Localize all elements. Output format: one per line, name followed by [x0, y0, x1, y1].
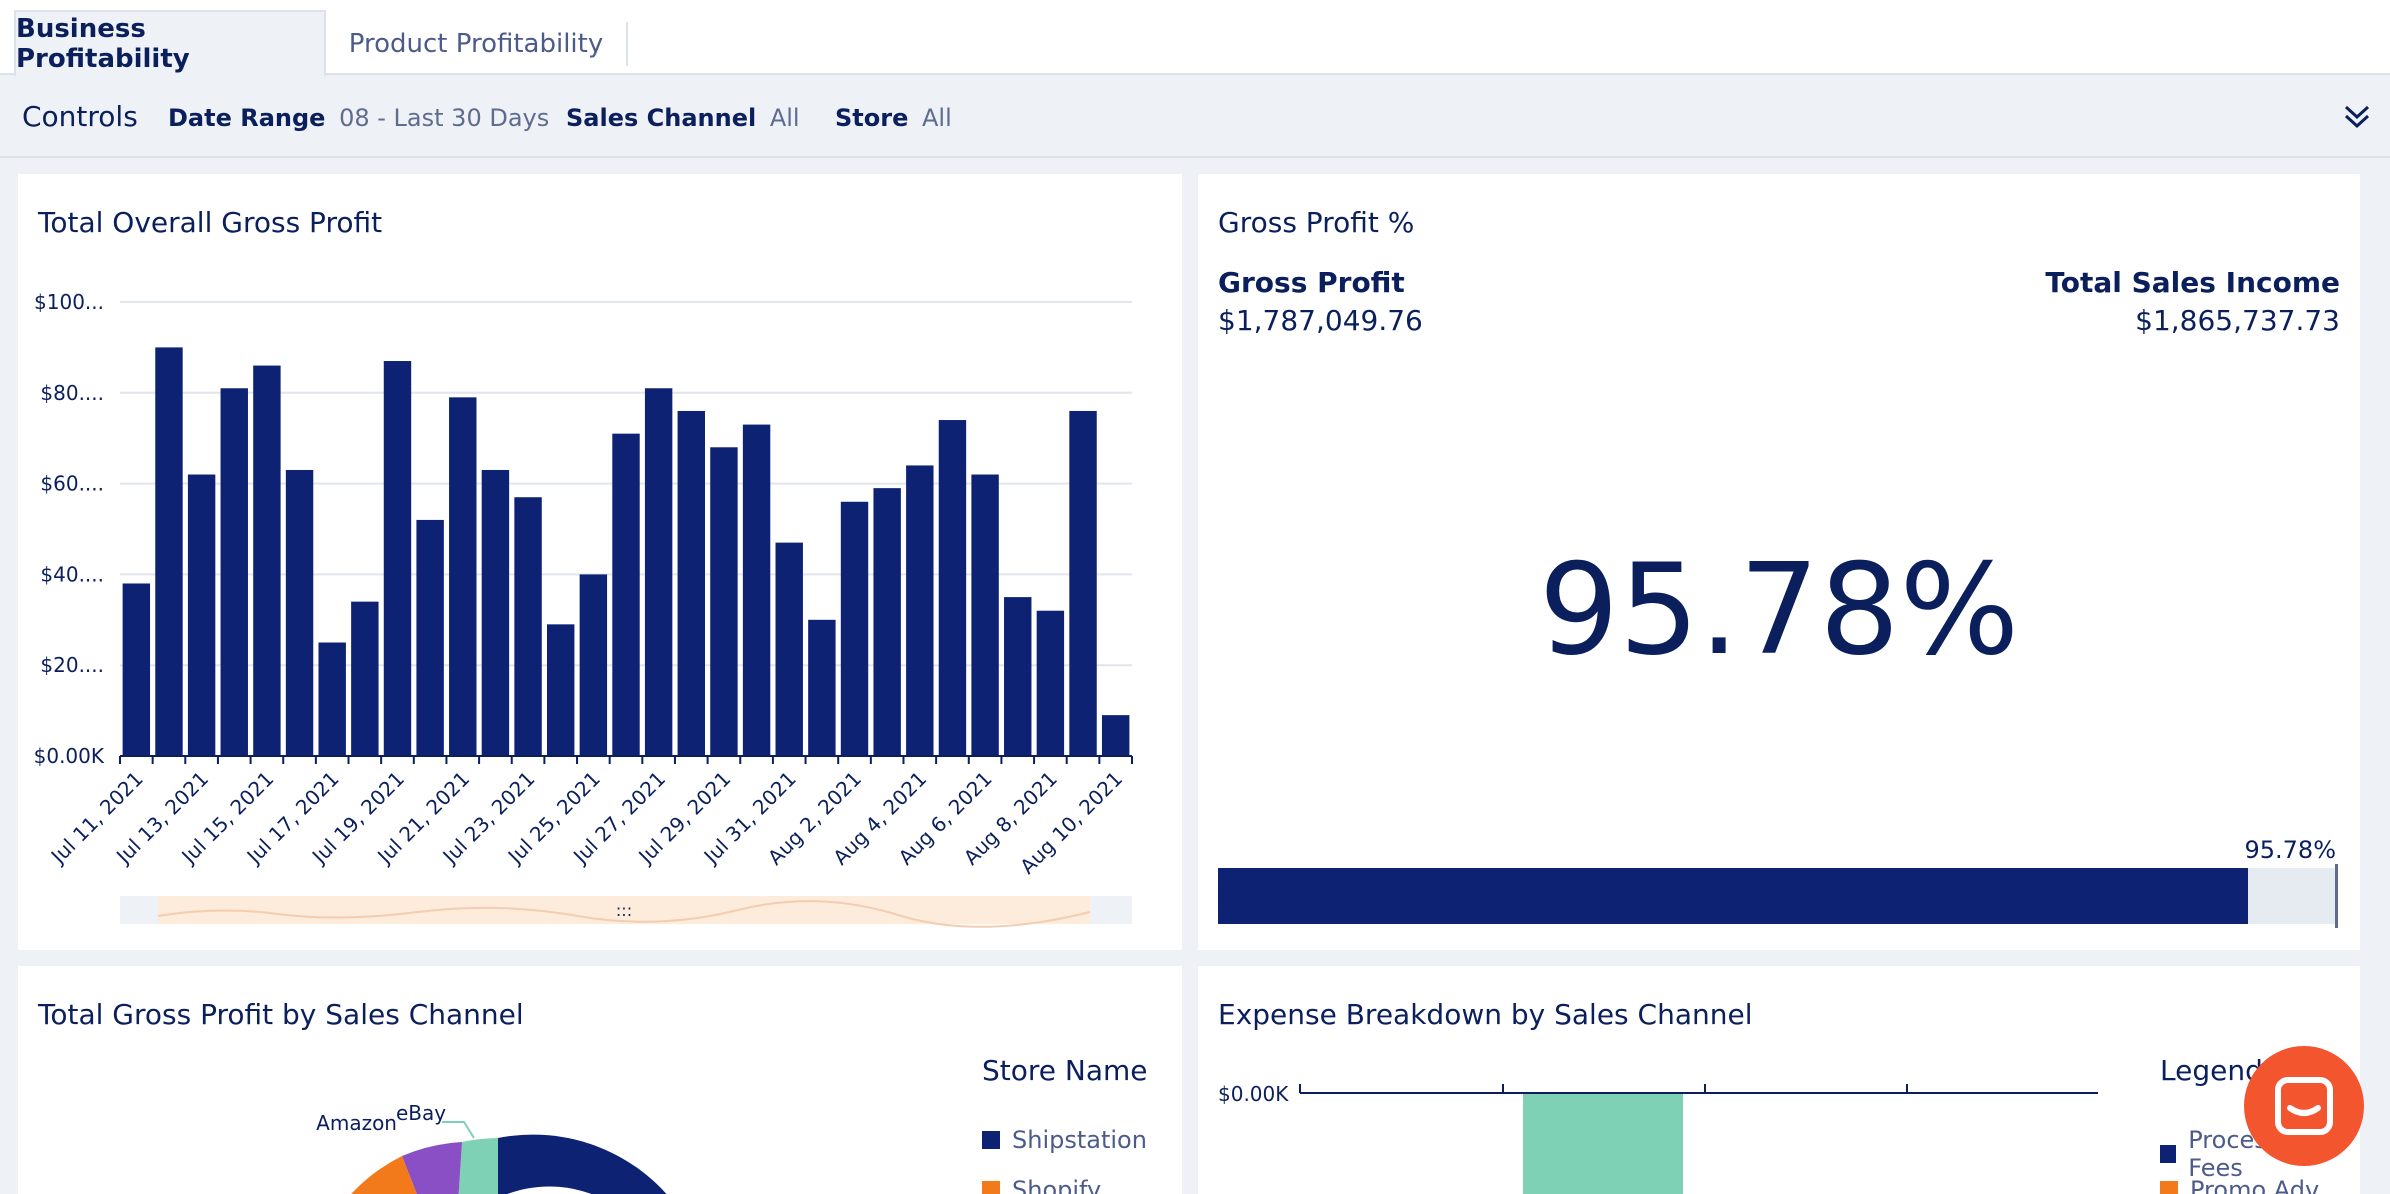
- control-date-range-key: Date Range: [168, 104, 326, 132]
- y-tick-label: $60....: [40, 472, 104, 496]
- legend-label: Promo Adv: [2190, 1176, 2320, 1194]
- bar[interactable]: [351, 601, 379, 756]
- control-sales-channel-value: All: [769, 104, 800, 132]
- ebay-leader-line: [442, 1121, 475, 1139]
- legend-item-shipstation[interactable]: Shipstation: [982, 1126, 1147, 1154]
- bar[interactable]: [1069, 410, 1097, 756]
- store-name-legend-title: Store Name: [982, 1054, 1148, 1087]
- gross-profit-value: $1,787,049.76: [1218, 304, 1423, 337]
- progress-target-marker: [2335, 864, 2338, 928]
- bar[interactable]: [938, 420, 967, 756]
- bar[interactable]: [775, 542, 803, 756]
- bar[interactable]: [514, 497, 542, 756]
- tab-bar: Business Profitability Product Profitabi…: [0, 0, 2390, 76]
- range-slider-handle[interactable]: :::: [616, 901, 632, 920]
- control-store[interactable]: Store All: [835, 104, 952, 132]
- bar[interactable]: [579, 574, 608, 756]
- bar[interactable]: [155, 347, 183, 756]
- control-sales-channel-key: Sales Channel: [566, 104, 757, 132]
- bar[interactable]: [612, 433, 640, 756]
- bar[interactable]: [808, 619, 836, 756]
- y-tick-label: $0.00K: [34, 744, 105, 768]
- y-tick-label: $100...: [34, 290, 104, 314]
- control-store-key: Store: [835, 104, 909, 132]
- expense-bar[interactable]: [1523, 1094, 1683, 1194]
- sales-channel-donut-chart: Amazon eBay: [316, 1101, 678, 1194]
- y-tick-label: $20....: [40, 653, 104, 677]
- bar[interactable]: [677, 410, 706, 756]
- control-store-value: All: [922, 104, 952, 132]
- total-sales-income-label: Total Sales Income: [2045, 266, 2340, 299]
- gross-profit-pct-card: Gross Profit % Gross Profit $1,787,049.7…: [1198, 174, 2360, 950]
- y-tick-label: $80....: [40, 381, 104, 405]
- expense-breakdown-card: Expense Breakdown by Sales Channel $0.00…: [1198, 966, 2360, 1194]
- slice-label-ebay: eBay: [396, 1101, 446, 1125]
- total-sales-income-value: $1,865,737.73: [2135, 304, 2340, 337]
- control-sales-channel[interactable]: Sales Channel All: [566, 104, 800, 132]
- legend-swatch: [982, 1181, 1000, 1194]
- bar[interactable]: [1004, 597, 1032, 756]
- bar[interactable]: [644, 388, 673, 756]
- legend-swatch: [2160, 1145, 2177, 1163]
- gross-profit-progress-bar: [1218, 864, 2338, 928]
- bar[interactable]: [710, 447, 738, 756]
- bar[interactable]: [546, 624, 575, 756]
- control-date-range[interactable]: Date Range 08 - Last 30 Days: [168, 104, 549, 132]
- legend-label: Shipstation: [1012, 1126, 1147, 1154]
- legend-label: Shopify: [1012, 1176, 1102, 1194]
- bar[interactable]: [318, 642, 346, 757]
- y-tick-label: $40....: [40, 562, 104, 586]
- chat-launcher-button[interactable]: [2244, 1046, 2364, 1166]
- chat-icon: [2275, 1077, 2333, 1135]
- sales-channel-card: Total Gross Profit by Sales Channel Amaz…: [18, 966, 1182, 1194]
- gross-profit-pct-title: Gross Profit %: [1218, 206, 1415, 239]
- tab-business-profitability[interactable]: Business Profitability: [14, 10, 326, 76]
- gross-profit-bar-chart: $0.00K $20.... $40.... $60.... $80.... $100..…: [34, 290, 1133, 928]
- donut-slice-ebay[interactable]: [402, 1142, 462, 1194]
- progress-label: 95.78%: [2244, 836, 2336, 864]
- bar[interactable]: [449, 397, 477, 756]
- range-slider-selection[interactable]: [158, 896, 1090, 924]
- legend-item-shopify[interactable]: Shopify: [982, 1176, 1101, 1194]
- donut-slice-mint[interactable]: [458, 1138, 498, 1194]
- bar[interactable]: [971, 474, 999, 756]
- gross-profit-card: Total Overall Gross Profit $0.00K $20....…: [18, 174, 1182, 950]
- bar[interactable]: [285, 469, 314, 756]
- donut-slice-shipstation[interactable]: [498, 1134, 678, 1194]
- legend-item-promo-adv[interactable]: Promo Adv: [2160, 1176, 2319, 1194]
- expense-breakdown-title: Expense Breakdown by Sales Channel: [1218, 998, 1753, 1031]
- bar[interactable]: [1101, 715, 1130, 756]
- gross-profit-pct-value: 95.78%: [1538, 536, 2020, 683]
- expense-bar-chart: $0.00K: [1218, 1082, 2098, 1194]
- bar[interactable]: [742, 424, 771, 756]
- double-chevron-down-icon[interactable]: [2342, 102, 2372, 132]
- slice-label-amazon: Amazon: [316, 1111, 397, 1135]
- bar[interactable]: [906, 465, 934, 756]
- legend-swatch: [2160, 1181, 2178, 1194]
- bar[interactable]: [383, 361, 412, 756]
- bar[interactable]: [187, 474, 216, 756]
- donut-slice-amazon[interactable]: [338, 1156, 423, 1194]
- controls-title: Controls: [22, 100, 138, 133]
- bar[interactable]: [481, 469, 510, 756]
- bar[interactable]: [416, 519, 444, 756]
- sales-channel-title: Total Gross Profit by Sales Channel: [38, 998, 524, 1031]
- bar[interactable]: [1036, 610, 1065, 756]
- expense-axis-label: $0.00K: [1218, 1082, 1289, 1106]
- gross-profit-chart-title: Total Overall Gross Profit: [38, 206, 383, 239]
- control-date-range-value: 08 - Last 30 Days: [339, 104, 550, 132]
- tab-product-profitability[interactable]: Product Profitability: [326, 22, 628, 66]
- bar[interactable]: [840, 501, 869, 756]
- legend-swatch: [982, 1131, 1000, 1149]
- bar[interactable]: [122, 583, 151, 756]
- range-slider-sparkline: [157, 900, 1091, 928]
- progress-fill: [1218, 868, 2248, 924]
- controls-bar: Controls Date Range 08 - Last 30 Days Sa…: [0, 76, 2390, 158]
- bar[interactable]: [220, 388, 248, 756]
- bar[interactable]: [253, 365, 281, 756]
- expense-legend-title: Legend: [2160, 1054, 2263, 1087]
- bar[interactable]: [873, 488, 901, 756]
- gross-profit-label: Gross Profit: [1218, 266, 1405, 299]
